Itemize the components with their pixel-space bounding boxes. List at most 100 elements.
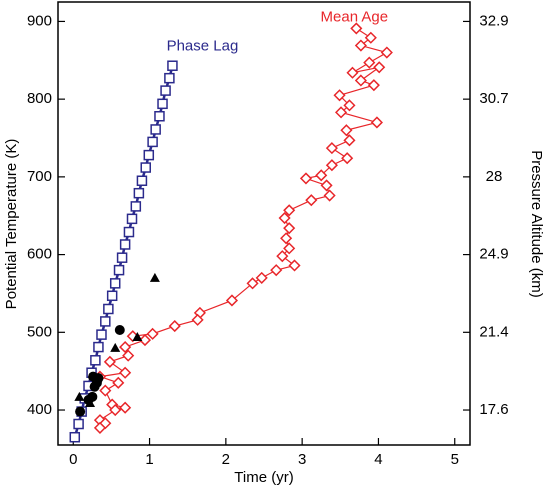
diamond-marker: [340, 124, 353, 137]
diamond-marker: [225, 294, 239, 307]
square-marker: [140, 162, 151, 173]
diamond-marker: [334, 106, 348, 119]
x-tick-label: 5: [451, 451, 459, 468]
y2-tick-label: 17.6: [479, 401, 508, 418]
circle-marker: [83, 394, 94, 405]
square-marker: [113, 264, 125, 276]
diamond-marker: [146, 327, 159, 340]
y-tick-label: 400: [27, 401, 52, 418]
y2-tick-label: 24.9: [479, 246, 508, 263]
square-marker: [150, 124, 161, 135]
diamond-marker: [364, 31, 377, 44]
triangle-marker: [74, 391, 85, 401]
y2-tick-label: 28: [486, 168, 503, 185]
y-axis-label: Potential Temperature (K): [3, 139, 20, 310]
diamond-marker: [270, 264, 283, 277]
square-marker: [106, 290, 118, 302]
diamond-marker: [276, 250, 289, 263]
diamond-marker: [112, 376, 125, 389]
y2-tick-label: 30.7: [479, 90, 508, 107]
diamond-marker: [103, 355, 116, 368]
x-tick-label: 3: [298, 451, 306, 468]
square-marker: [69, 431, 81, 443]
diamond-marker: [119, 341, 132, 354]
diamond-marker: [341, 152, 354, 165]
diamond-marker: [99, 384, 112, 397]
diamond-marker: [191, 313, 204, 326]
diamond-marker: [363, 56, 376, 69]
y-tick-label: 600: [27, 246, 52, 263]
diamond-marker: [333, 89, 346, 102]
diamond-marker: [168, 320, 181, 333]
y2-tick-label: 32.9: [479, 12, 508, 29]
diamond-marker: [343, 99, 356, 112]
diamond-marker: [320, 179, 333, 192]
square-marker: [109, 278, 121, 289]
plot-frame: [57, 1, 471, 446]
y-tick-label: 500: [27, 323, 52, 340]
diamond-marker: [283, 204, 296, 217]
diamond-marker: [325, 142, 338, 155]
diamond-marker: [246, 277, 259, 290]
diamond-marker: [354, 39, 367, 52]
triangle-marker: [110, 342, 121, 352]
square-marker: [103, 303, 114, 315]
square-marker: [143, 149, 155, 161]
x-axis-label: Time (yr): [234, 469, 293, 486]
x-tick-label: 1: [145, 451, 153, 468]
square-marker: [160, 85, 171, 96]
diamond-marker: [305, 194, 318, 207]
series-label: Mean Age: [321, 8, 389, 25]
circle-marker: [89, 381, 100, 392]
square-marker: [93, 341, 104, 353]
series-label: Phase Lag: [167, 38, 239, 55]
square-marker: [119, 239, 131, 250]
triangle-marker: [132, 331, 143, 341]
diamond-marker: [325, 159, 338, 172]
circle-marker: [75, 406, 86, 417]
diamond-marker: [93, 421, 107, 434]
diamond-marker: [119, 366, 132, 379]
diamond-marker: [122, 349, 135, 362]
diamond-marker: [323, 189, 336, 202]
y2-axis-label: Pressure Altitude (km): [528, 150, 545, 298]
diamond-marker: [354, 74, 367, 87]
triangle-marker: [149, 272, 160, 282]
square-marker: [96, 329, 107, 340]
square-marker: [164, 72, 175, 84]
y-tick-label: 700: [27, 168, 52, 185]
y2-tick-label: 21.4: [479, 323, 508, 340]
diamond-marker: [370, 116, 383, 129]
square-marker: [147, 136, 158, 148]
diamond-marker: [350, 22, 363, 35]
x-tick-label: 0: [69, 451, 77, 468]
diamond-marker: [255, 271, 268, 284]
square-marker: [136, 175, 148, 187]
diamond-marker: [280, 232, 293, 245]
diamond-marker: [283, 222, 296, 235]
diamond-marker: [346, 66, 359, 79]
square-marker: [167, 60, 178, 71]
square-marker: [73, 418, 84, 430]
diamond-marker: [119, 401, 132, 414]
diamond-marker: [283, 242, 296, 255]
diamond-marker: [367, 79, 380, 92]
square-marker: [100, 316, 111, 327]
x-tick-label: 2: [222, 451, 230, 468]
y-tick-label: 900: [27, 12, 52, 29]
y-tick-label: 800: [27, 90, 52, 107]
diamond-marker: [278, 211, 291, 225]
square-marker: [130, 201, 142, 212]
diamond-marker: [315, 169, 328, 182]
diamond-marker: [373, 61, 386, 74]
diamond-marker: [109, 403, 122, 417]
diamond-marker: [380, 46, 393, 59]
square-marker: [154, 110, 165, 122]
series-line: [98, 27, 389, 429]
circle-marker: [114, 324, 125, 335]
square-marker: [126, 213, 138, 225]
square-marker: [123, 226, 135, 238]
square-marker: [157, 98, 168, 110]
square-marker: [90, 355, 101, 366]
